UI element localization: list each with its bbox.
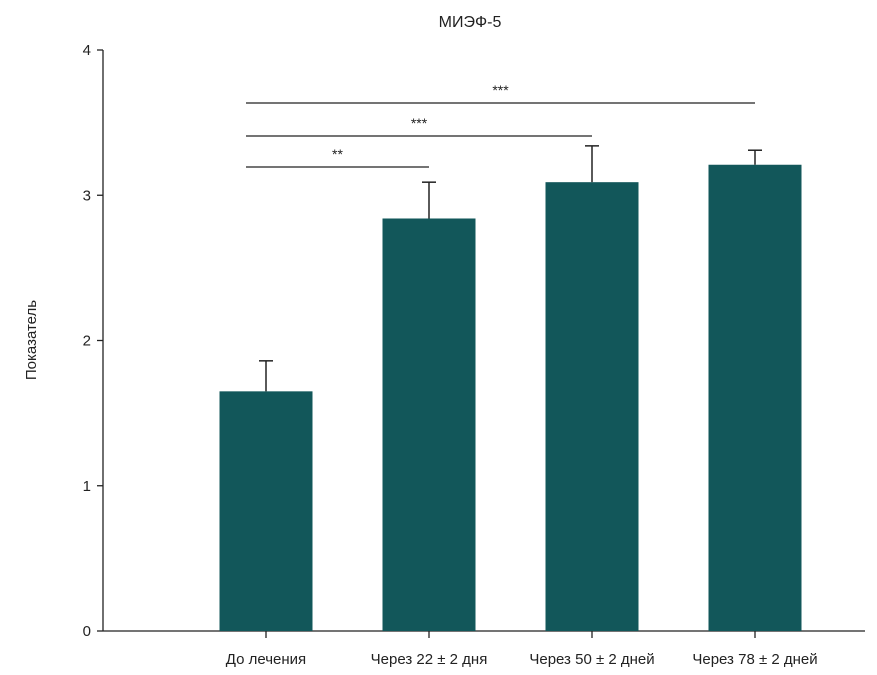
x-tick-label: Через 50 ± 2 дней (529, 651, 654, 668)
y-tick-label: 1 (83, 478, 91, 495)
x-tick-label: Через 22 ± 2 дня (371, 651, 488, 668)
error-bars (259, 145, 762, 392)
bar (545, 182, 639, 632)
x-tick-label: До лечения (226, 651, 306, 668)
significance-label: *** (411, 115, 428, 131)
x-ticks: До лечения Через 22 ± 2 дня Через 50 ± 2 д… (226, 631, 818, 668)
significance-label: *** (492, 82, 509, 98)
y-tick-label: 0 (83, 623, 91, 640)
significance-label: ** (332, 146, 343, 162)
y-ticks: 0 1 2 3 4 (83, 42, 103, 640)
x-tick-label: Через 78 ± 2 дней (692, 651, 817, 668)
significance-brackets: ******** (246, 82, 755, 168)
y-tick-label: 3 (83, 187, 91, 204)
chart-title: МИЭФ-5 (439, 14, 502, 31)
bar (382, 218, 476, 632)
y-axis-label: Показатель (23, 300, 40, 380)
bar (708, 164, 802, 631)
y-tick-label: 2 (83, 333, 91, 350)
bars (219, 164, 802, 632)
y-tick-label: 4 (83, 42, 91, 59)
bar (219, 391, 313, 631)
